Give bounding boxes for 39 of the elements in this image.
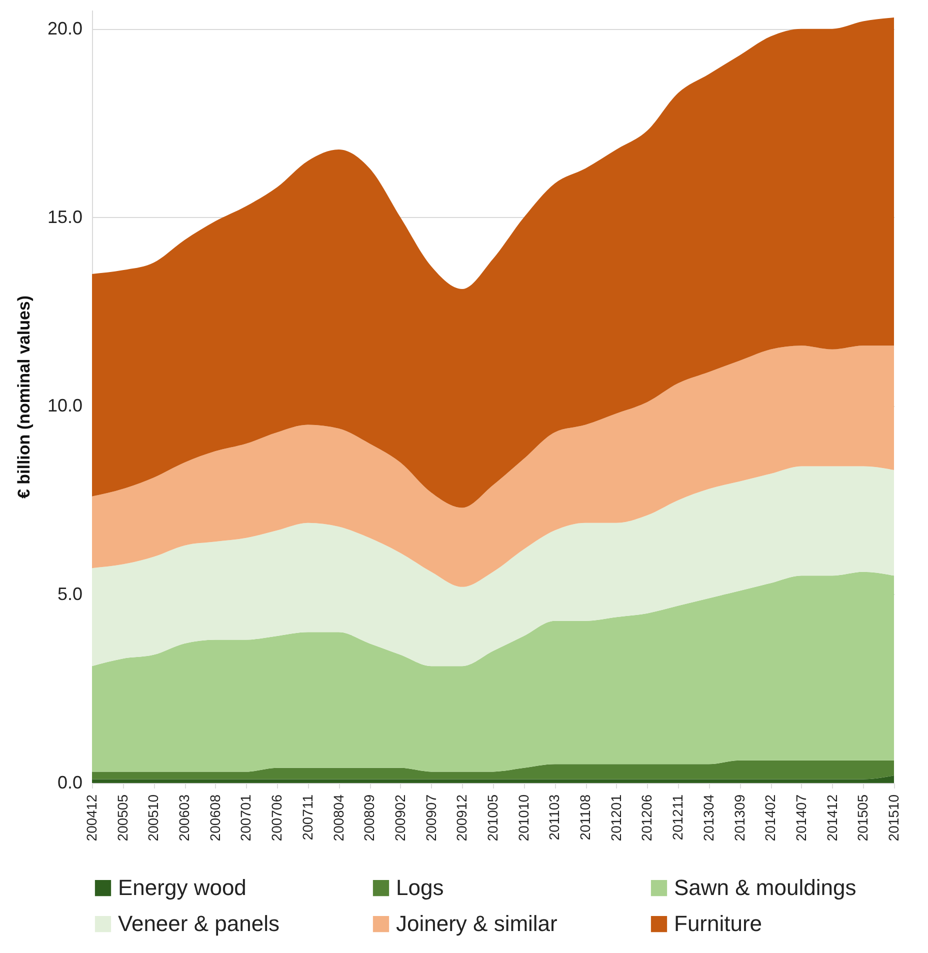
x-tick-label: 200902 — [392, 794, 408, 842]
x-tick-label: 201103 — [546, 794, 562, 840]
x-tick-label: 200412 — [84, 794, 100, 842]
y-axis-title: € billion (nominal values) — [14, 295, 34, 499]
x-tick-label: 201010 — [515, 794, 532, 842]
legend-label: Joinery & similar — [396, 911, 558, 936]
x-tick-label: 200510 — [145, 794, 162, 842]
x-tick-label: 200706 — [268, 794, 285, 842]
x-tick-label: 201407 — [792, 794, 809, 842]
x-tick-label: 200907 — [422, 794, 439, 842]
x-tick-label: 200603 — [176, 794, 192, 842]
y-tick-label: 0.0 — [57, 772, 82, 792]
x-tick-label: 201108 — [577, 794, 594, 840]
x-tick-label: 201005 — [484, 794, 500, 842]
x-tick-label: 201510 — [886, 794, 902, 842]
x-tick-label: 201304 — [700, 794, 716, 842]
x-tick-label: 201505 — [854, 794, 871, 842]
legend-label: Furniture — [674, 911, 762, 936]
y-tick-label: 20.0 — [47, 18, 82, 38]
x-tick-label: 201309 — [731, 794, 748, 842]
y-tick-label: 10.0 — [47, 395, 82, 416]
legend-label: Logs — [396, 875, 444, 900]
legend-label: Sawn & mouldings — [674, 875, 856, 900]
x-tick-label: 201412 — [824, 794, 840, 842]
x-tick-label: 200912 — [454, 794, 470, 842]
x-tick-label: 201211 — [670, 794, 686, 840]
y-tick-label: 15.0 — [47, 206, 82, 227]
x-tick-label: 200608 — [206, 794, 223, 842]
x-tick-label: 200809 — [361, 794, 378, 842]
x-tick-label: 201402 — [762, 794, 778, 842]
x-tick-label: 200505 — [114, 794, 130, 842]
x-tick-label: 200711 — [299, 794, 316, 840]
y-tick-label: 5.0 — [57, 584, 82, 604]
legend-label: Veneer & panels — [118, 911, 280, 936]
x-tick-label: 201206 — [638, 794, 655, 842]
legend-label: Energy wood — [118, 875, 246, 900]
x-tick-label: 200701 — [238, 794, 254, 842]
x-tick-label: 200804 — [330, 794, 346, 842]
x-tick-label: 201201 — [608, 794, 624, 842]
